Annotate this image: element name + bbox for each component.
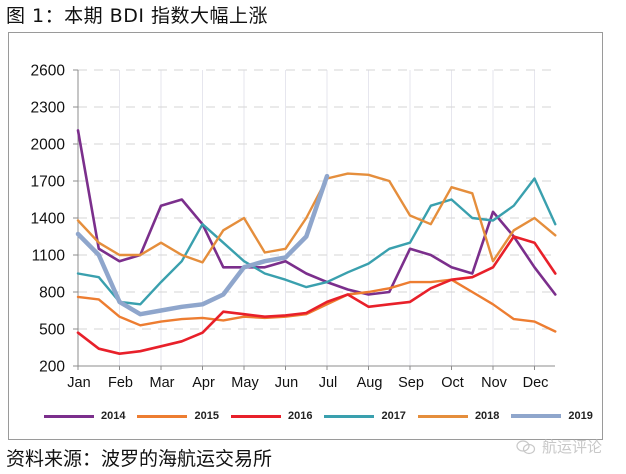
legend-item-2014: 2014 [44,410,125,422]
legend-swatch [324,414,375,418]
x-tick-label: Sep [398,375,424,391]
legend-swatch [137,414,188,418]
chart-series [75,129,557,356]
figure-title: 图 1：本期 BDI 指数大幅上涨 [6,5,268,27]
wechat-icon [516,439,536,454]
legend-swatch [417,414,468,418]
chart-frame [8,32,603,440]
x-tick-label: May [231,375,259,391]
y-tick-label: 200 [39,359,65,376]
x-tick-label: Jan [67,375,90,391]
x-tick-label: Apr [192,375,215,391]
y-tick-label: 500 [39,322,65,339]
series-line-2017 [76,177,557,306]
x-tick-label: Jun [275,375,298,391]
source-note: 资料来源：波罗的海航运交易所 [6,448,273,470]
legend-label: 2018 [474,410,500,422]
x-tick-label: Aug [357,375,383,391]
series-line-2019 [75,173,330,317]
y-tick-label: 800 [39,285,65,302]
series-line-2016 [76,235,557,356]
chart-grid [78,69,555,366]
chart-axes: 200 500 800 1100 1400 1700 2000 2300 2600 Jan Feb M… [31,63,555,391]
series-line-2018 [76,172,557,264]
legend-item-2019: 2019 [511,410,593,422]
x-tick-label: Dec [523,375,549,391]
legend-item-2015: 2015 [137,410,219,422]
legend-swatch [44,414,94,418]
x-tick-label: Feb [108,375,133,391]
y-tick-label: 2300 [31,100,66,117]
series-line-2014 [76,129,557,296]
x-tick-label: Jul [319,375,338,391]
y-tick-label: 1400 [31,211,66,228]
y-tick-label: 2600 [31,63,66,80]
legend-label: 2017 [381,410,406,422]
x-tick-label: Mar [150,375,175,391]
x-tick-label: Nov [481,375,508,391]
legend-label: 2014 [101,410,126,422]
chart-legend: 2014 2015 2016 2017 2018 2019 [44,407,605,425]
series-line-2015 [76,278,557,333]
x-tick-label: Oct [441,375,464,391]
legend-label: 2016 [287,410,313,422]
y-tick-label: 1700 [31,174,66,191]
watermark-text: 航运评论 [542,439,603,456]
legend-swatch [511,414,562,418]
legend-item-2016: 2016 [230,410,313,422]
y-tick-label: 2000 [31,137,66,154]
legend-label: 2015 [194,410,219,422]
legend-swatch [230,414,281,418]
legend-label: 2019 [568,410,593,422]
y-tick-label: 1100 [32,248,66,265]
watermark: 航运评论 [516,436,602,457]
legend-item-2017: 2017 [324,410,406,422]
legend-item-2018: 2018 [417,410,500,422]
